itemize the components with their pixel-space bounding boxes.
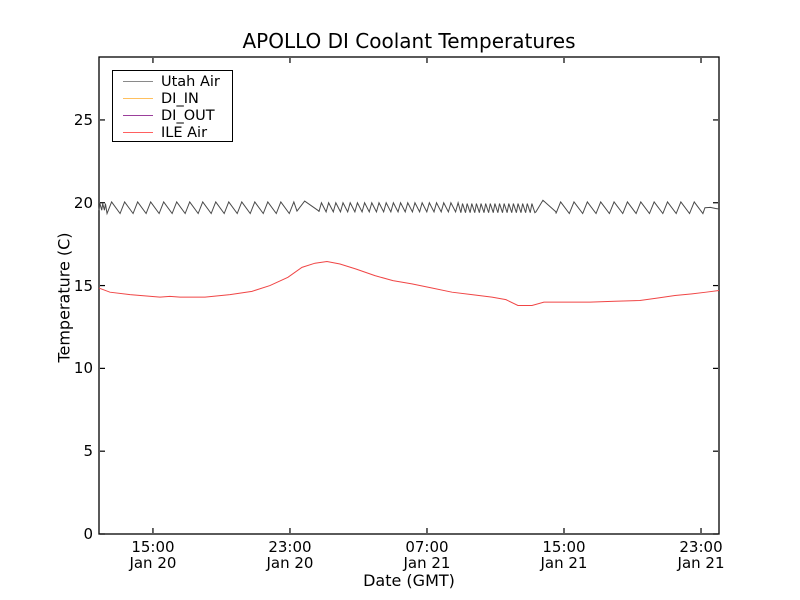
x-tick-time: 15:00	[542, 538, 586, 556]
y-tick-label: 25	[73, 110, 93, 129]
legend-line-swatch	[123, 115, 153, 116]
legend-item-ile-air: ILE Air	[113, 124, 232, 141]
legend-label: DI_OUT	[161, 107, 215, 124]
legend: Utah Air DI_IN DI_OUT ILE Air	[112, 70, 233, 142]
y-tick-label: 20	[73, 193, 93, 212]
x-tick-time: 15:00	[131, 538, 175, 556]
x-tick-label: 23:00 Jan 20	[245, 539, 335, 571]
legend-item-di-out: DI_OUT	[113, 107, 232, 124]
x-tick-label: 15:00 Jan 21	[519, 539, 609, 571]
x-axis-label: Date (GMT)	[363, 571, 455, 590]
legend-item-utah-air: Utah Air	[113, 73, 232, 90]
x-tick-time: 23:00	[679, 538, 723, 556]
series-utah-air	[98, 199, 720, 216]
legend-label: Utah Air	[161, 73, 220, 90]
y-tick-label: 15	[73, 276, 93, 295]
chart-title: APOLLO DI Coolant Temperatures	[242, 29, 576, 53]
x-tick-time: 07:00	[405, 538, 449, 556]
x-tick-label: 23:00 Jan 21	[656, 539, 746, 571]
y-tick-label: 10	[73, 359, 93, 378]
x-tick-date: Jan 20	[266, 554, 314, 572]
legend-line-swatch	[123, 81, 153, 82]
x-tick-date: Jan 21	[677, 554, 725, 572]
legend-item-di-in: DI_IN	[113, 90, 232, 107]
x-tick-label: 15:00 Jan 20	[108, 539, 198, 571]
x-tick-date: Jan 20	[129, 554, 177, 572]
y-tick-label: 5	[83, 442, 93, 461]
legend-label: ILE Air	[161, 124, 208, 141]
y-axis-label: Temperature (C)	[54, 232, 74, 363]
x-tick-date: Jan 21	[403, 554, 451, 572]
legend-line-swatch	[123, 98, 153, 99]
y-tick-label: 0	[83, 525, 93, 543]
legend-label: DI_IN	[161, 90, 199, 107]
series-ile-air	[98, 261, 720, 306]
axes-frame	[98, 56, 720, 535]
x-tick-label: 07:00 Jan 21	[382, 539, 472, 571]
x-tick-time: 23:00	[268, 538, 312, 556]
x-tick-date: Jan 21	[540, 554, 588, 572]
legend-line-swatch	[123, 132, 153, 133]
